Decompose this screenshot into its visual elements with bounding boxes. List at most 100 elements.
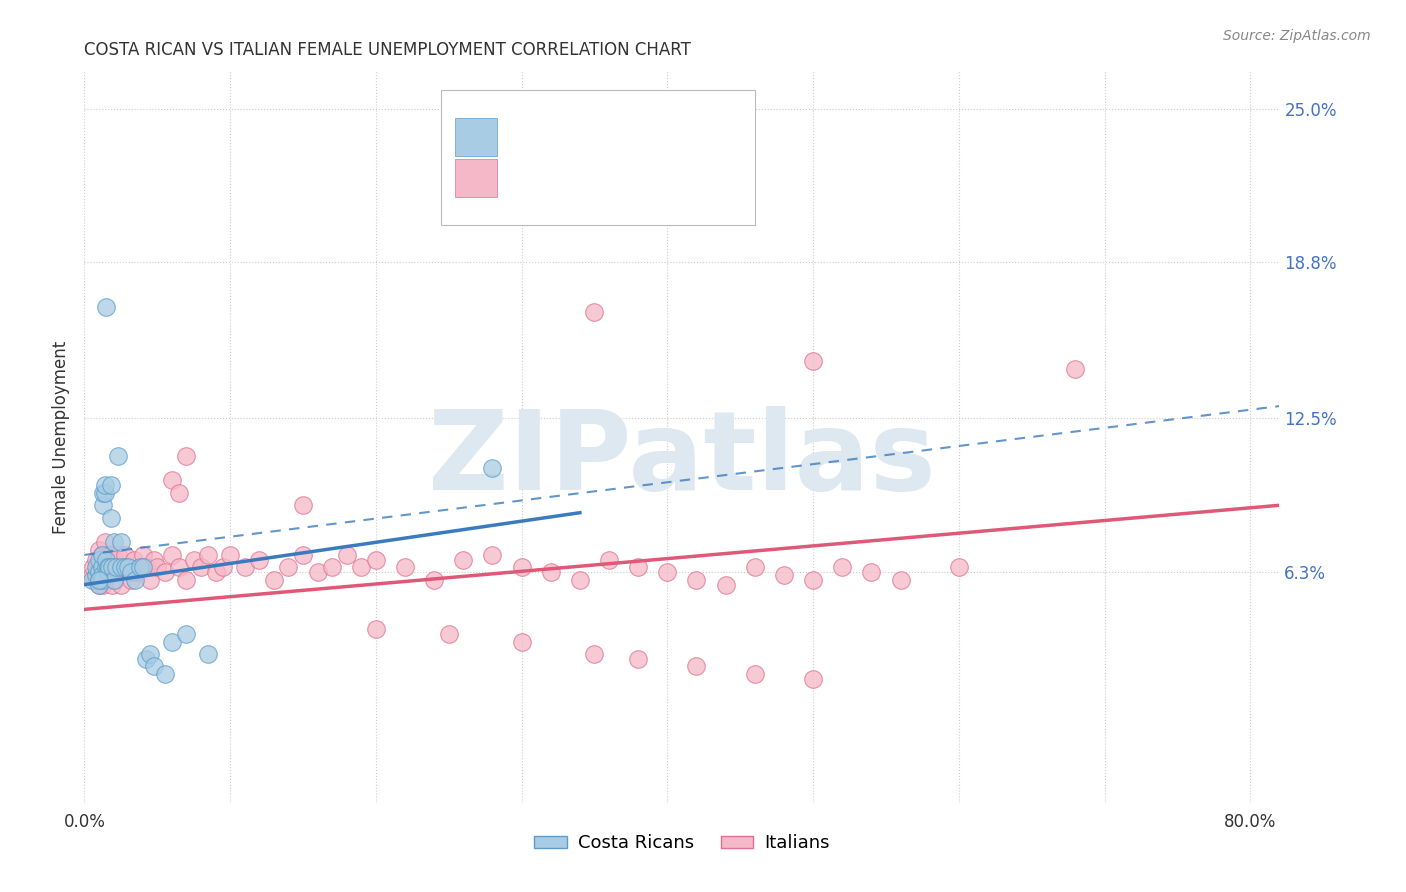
- Point: [97, 560, 120, 574]
- Point: [801, 672, 824, 686]
- Point: [176, 573, 198, 587]
- Point: [90, 548, 112, 562]
- Point: [94, 560, 117, 574]
- Point: [94, 535, 117, 549]
- Point: [176, 449, 198, 463]
- Point: [481, 461, 503, 475]
- Point: [247, 553, 270, 567]
- Legend: Costa Ricans, Italians: Costa Ricans, Italians: [527, 827, 837, 860]
- Point: [87, 565, 110, 579]
- Point: [176, 627, 198, 641]
- Point: [135, 652, 157, 666]
- Point: [831, 560, 853, 574]
- Point: [84, 560, 107, 574]
- Point: [657, 565, 679, 579]
- Point: [94, 478, 117, 492]
- Point: [423, 573, 446, 587]
- Text: COSTA RICAN VS ITALIAN FEMALE UNEMPLOYMENT CORRELATION CHART: COSTA RICAN VS ITALIAN FEMALE UNEMPLOYME…: [84, 41, 692, 59]
- Point: [96, 573, 118, 587]
- Text: Source: ZipAtlas.com: Source: ZipAtlas.com: [1223, 29, 1371, 43]
- Point: [110, 535, 132, 549]
- Point: [510, 634, 533, 648]
- Point: [167, 560, 190, 574]
- Point: [90, 560, 112, 574]
- Point: [143, 553, 166, 567]
- Point: [97, 565, 120, 579]
- Point: [167, 486, 190, 500]
- Point: [90, 565, 112, 579]
- Point: [685, 573, 707, 587]
- Point: [83, 573, 105, 587]
- Point: [160, 474, 183, 488]
- Point: [105, 560, 128, 574]
- Point: [117, 560, 139, 574]
- Point: [104, 573, 127, 587]
- Point: [87, 542, 110, 557]
- Point: [103, 535, 125, 549]
- Point: [263, 573, 285, 587]
- Point: [86, 565, 108, 579]
- Point: [889, 573, 911, 587]
- Point: [87, 573, 110, 587]
- Point: [89, 573, 111, 587]
- Point: [91, 498, 114, 512]
- Text: N =: N =: [605, 169, 655, 186]
- Point: [84, 567, 107, 582]
- Point: [87, 573, 110, 587]
- Point: [89, 560, 111, 574]
- Point: [100, 510, 122, 524]
- Point: [1064, 362, 1087, 376]
- Point: [101, 560, 124, 574]
- Point: [110, 560, 132, 574]
- Point: [80, 567, 103, 582]
- Point: [100, 548, 122, 562]
- Point: [307, 565, 329, 579]
- Point: [160, 548, 183, 562]
- Point: [101, 577, 124, 591]
- Point: [117, 560, 139, 574]
- Point: [90, 548, 112, 562]
- Point: [583, 305, 606, 319]
- Point: [948, 560, 970, 574]
- Point: [211, 560, 233, 574]
- Point: [107, 548, 129, 562]
- Point: [598, 553, 620, 567]
- Point: [135, 560, 157, 574]
- Point: [744, 560, 766, 574]
- Point: [190, 560, 212, 574]
- Text: ZIPatlas: ZIPatlas: [427, 406, 936, 513]
- Point: [120, 573, 142, 587]
- Point: [143, 659, 166, 673]
- Text: 0.215: 0.215: [548, 169, 605, 186]
- Point: [139, 573, 162, 587]
- Point: [453, 553, 475, 567]
- Point: [394, 560, 416, 574]
- Point: [540, 565, 562, 579]
- Point: [114, 548, 136, 562]
- Point: [627, 560, 650, 574]
- Point: [110, 577, 132, 591]
- Point: [80, 573, 103, 587]
- Point: [96, 553, 118, 567]
- Point: [84, 553, 107, 567]
- Point: [82, 560, 104, 574]
- Point: [233, 560, 256, 574]
- Point: [219, 548, 242, 562]
- Point: [91, 577, 114, 591]
- Point: [153, 565, 176, 579]
- Y-axis label: Female Unemployment: Female Unemployment: [52, 341, 70, 533]
- Text: 0.140: 0.140: [548, 128, 605, 146]
- Text: R =: R =: [509, 128, 547, 146]
- Point: [364, 553, 387, 567]
- Point: [291, 548, 314, 562]
- Point: [131, 560, 153, 574]
- Point: [120, 565, 142, 579]
- Point: [773, 567, 796, 582]
- Point: [124, 573, 146, 587]
- Point: [108, 565, 131, 579]
- Text: 95: 95: [647, 169, 671, 186]
- Point: [111, 560, 134, 574]
- Point: [114, 560, 136, 574]
- Point: [131, 548, 153, 562]
- Point: [98, 560, 121, 574]
